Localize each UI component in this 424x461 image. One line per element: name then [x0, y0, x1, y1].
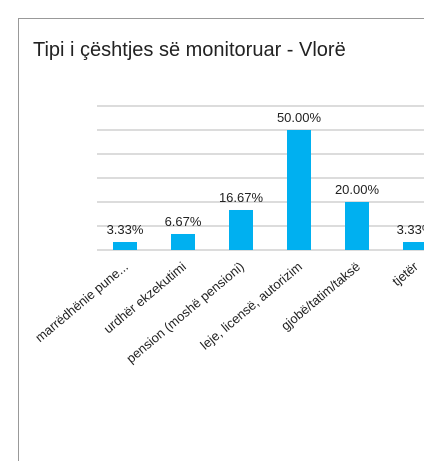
bar: [287, 130, 311, 250]
chart-title: Tipi i çështjes së monitoruar - Vlorë: [33, 39, 346, 61]
x-tick-label: pension (moshë pensioni): [123, 259, 247, 366]
x-tick-label: leje, licensë, autorizim: [197, 259, 305, 353]
x-tick-label: marrëdhënie pune...: [32, 259, 131, 345]
value-label: 16.67%: [219, 190, 264, 205]
value-label: 6.67%: [165, 214, 202, 229]
value-label: 20.00%: [335, 182, 380, 197]
value-label: 3.33%: [397, 222, 424, 237]
bar: [113, 242, 137, 250]
bar: [229, 209, 253, 250]
value-label: 50.00%: [277, 110, 322, 125]
bar: [345, 202, 369, 250]
value-label: 3.33%: [107, 222, 144, 237]
x-tick-label: tjetër: [389, 258, 421, 288]
bar: [403, 242, 424, 250]
chart-frame: [18, 18, 424, 461]
bar: [171, 233, 195, 250]
